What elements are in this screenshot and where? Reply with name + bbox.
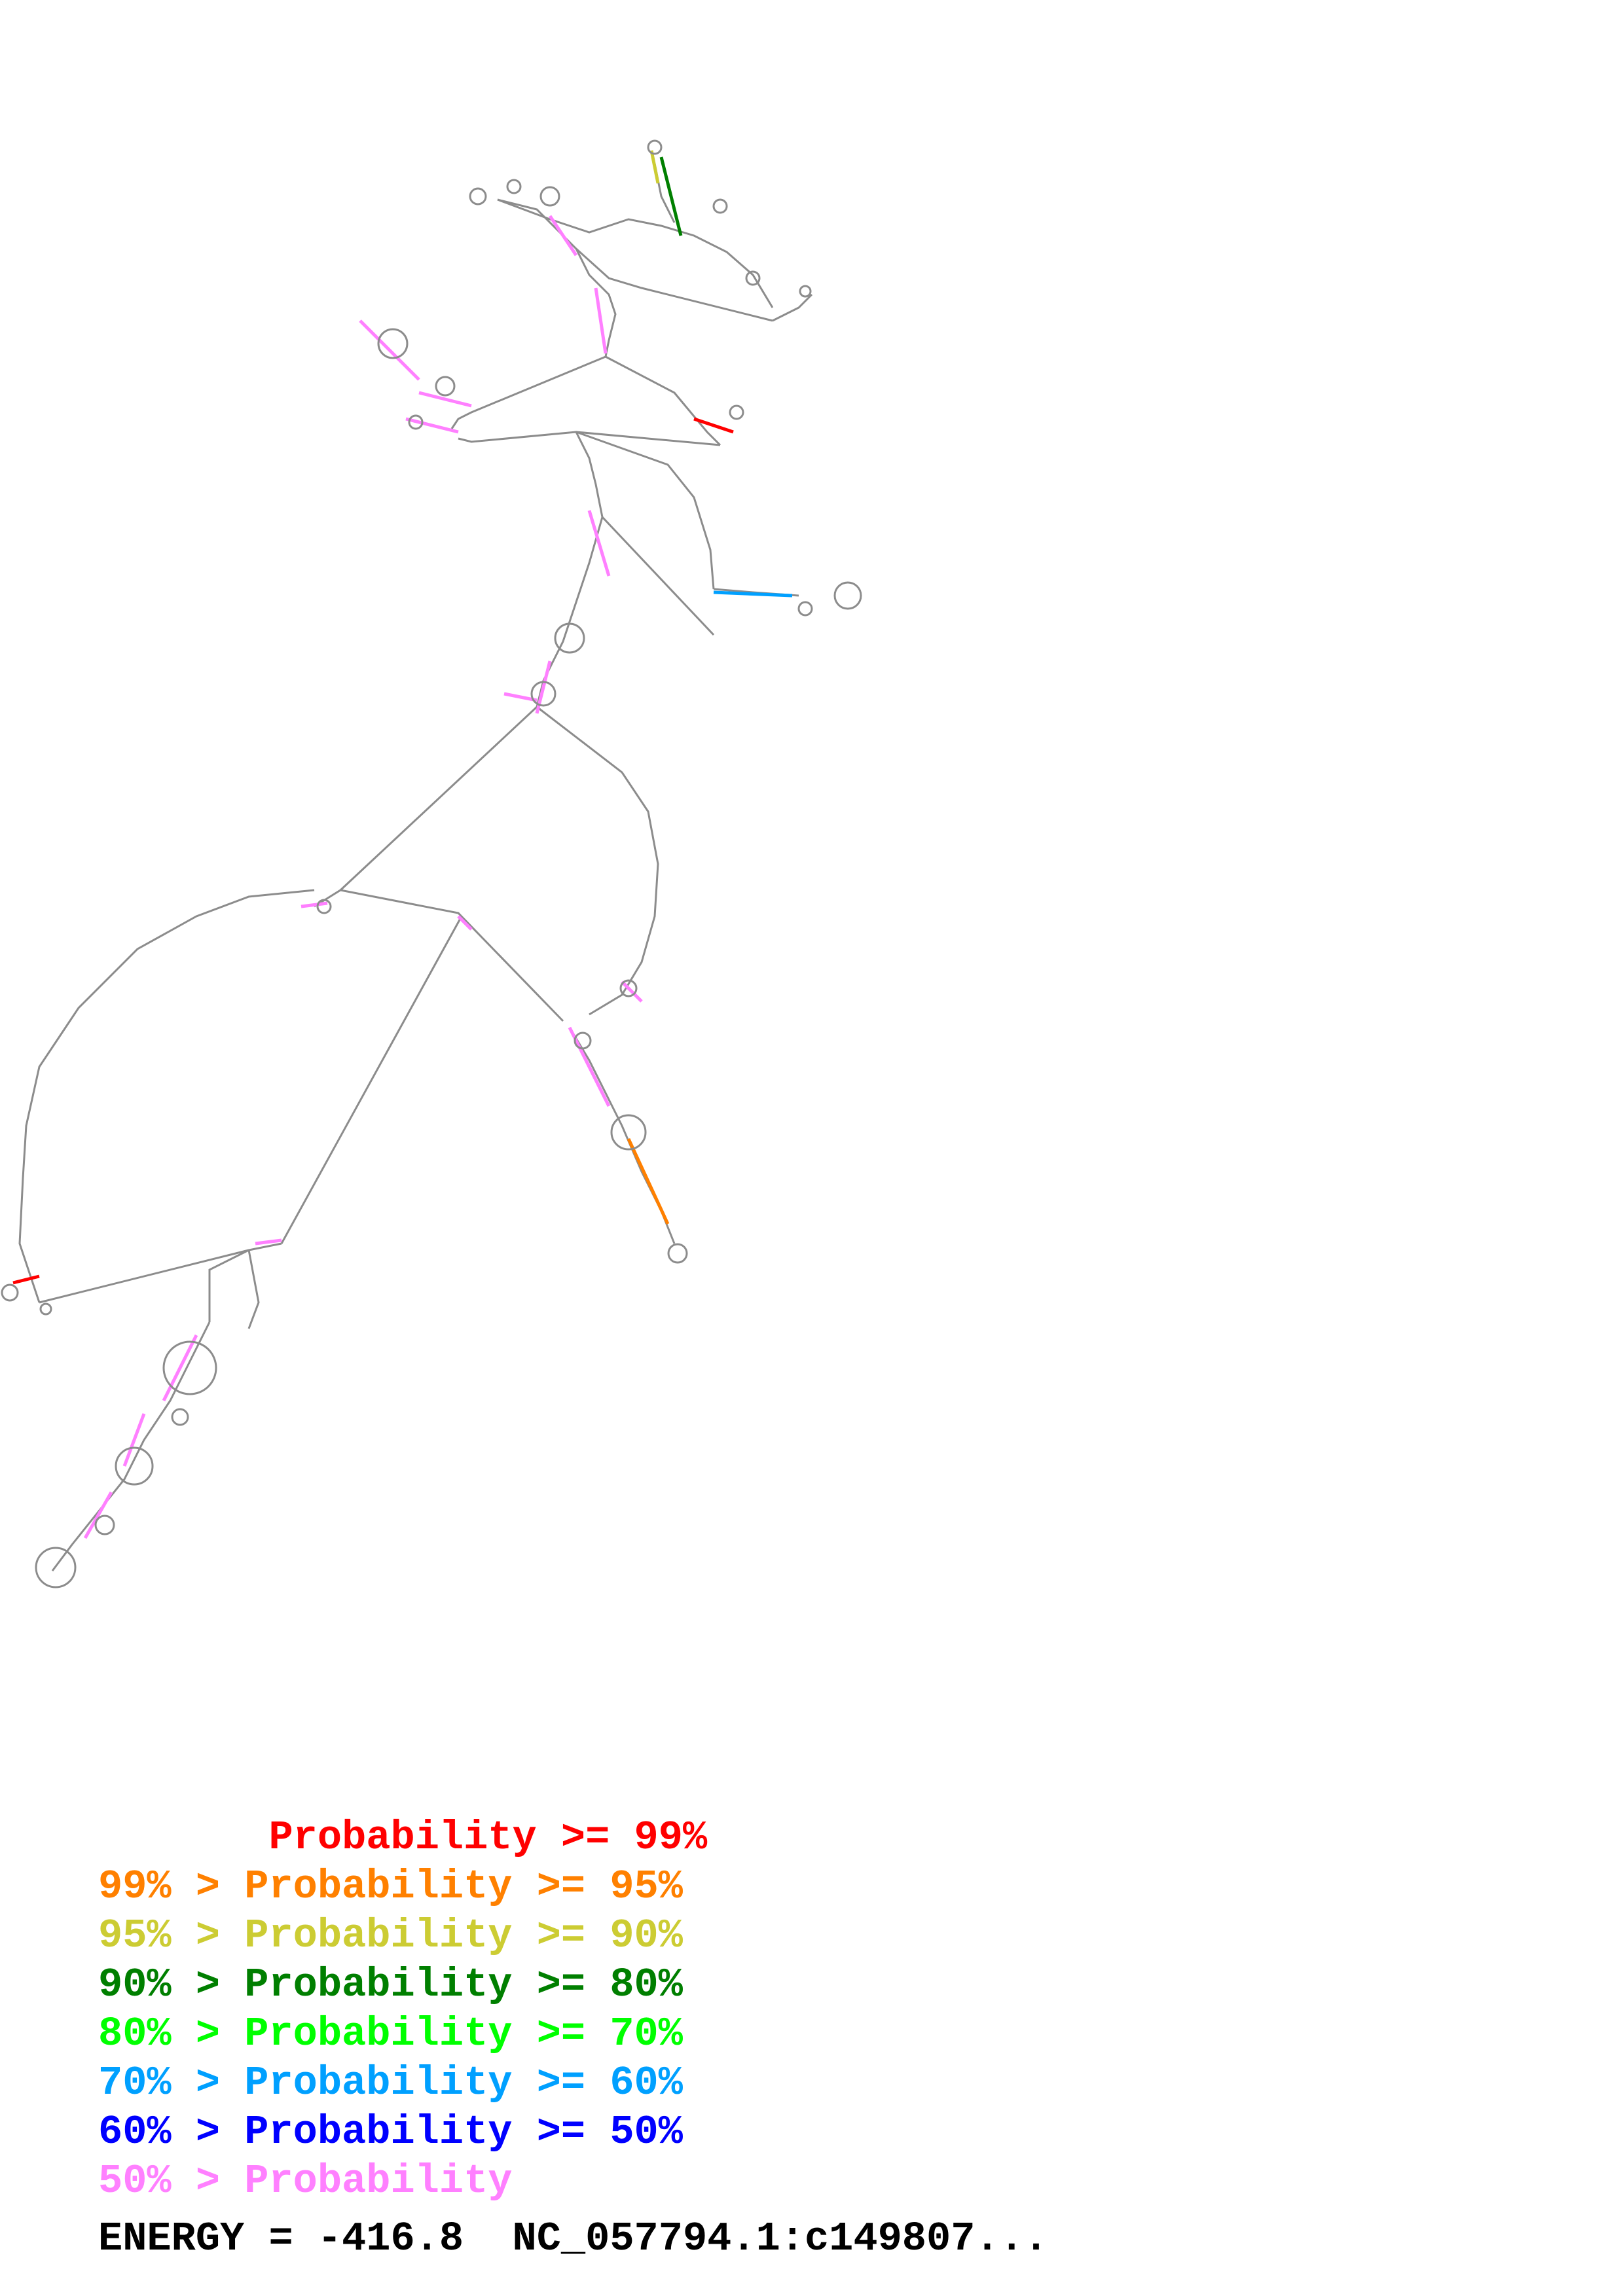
- legend-label: 70% > Probability >= 60%: [98, 2060, 683, 2106]
- legend-row: 70% > Probability >= 60%: [98, 2058, 707, 2108]
- energy-label: ENERGY = -416.8 NC_057794.1:c149807...: [98, 2215, 1049, 2262]
- legend-row: Probability >= 99%: [98, 1813, 707, 1862]
- legend-indent: [98, 1814, 268, 1861]
- legend-row: 95% > Probability >= 90%: [98, 1911, 707, 1960]
- hairpin-loops: [1, 139, 862, 1588]
- legend-label: 50% > Probability: [98, 2158, 513, 2204]
- legend-label: 99% > Probability >= 95%: [98, 1863, 683, 1910]
- legend-label: Probability >= 99%: [268, 1814, 708, 1861]
- legend-row: 90% > Probability >= 80%: [98, 1960, 707, 2009]
- rna-secondary-structure-diagram: [1, 139, 862, 1588]
- probability-legend: Probability >= 99% 99% > Probability >= 9…: [98, 1813, 707, 2206]
- legend-row: 60% > Probability >= 50%: [98, 2108, 707, 2157]
- legend-label: 80% > Probability >= 70%: [98, 2011, 683, 2057]
- legend-row: 80% > Probability >= 70%: [98, 2009, 707, 2058]
- helix-stems: [12, 150, 793, 1539]
- legend-row: 50% > Probability: [98, 2157, 707, 2206]
- legend-label: 90% > Probability >= 80%: [98, 1962, 683, 2008]
- legend-label: 95% > Probability >= 90%: [98, 1912, 683, 1959]
- legend-row: 99% > Probability >= 95%: [98, 1862, 707, 1911]
- legend-label: 60% > Probability >= 50%: [98, 2109, 683, 2155]
